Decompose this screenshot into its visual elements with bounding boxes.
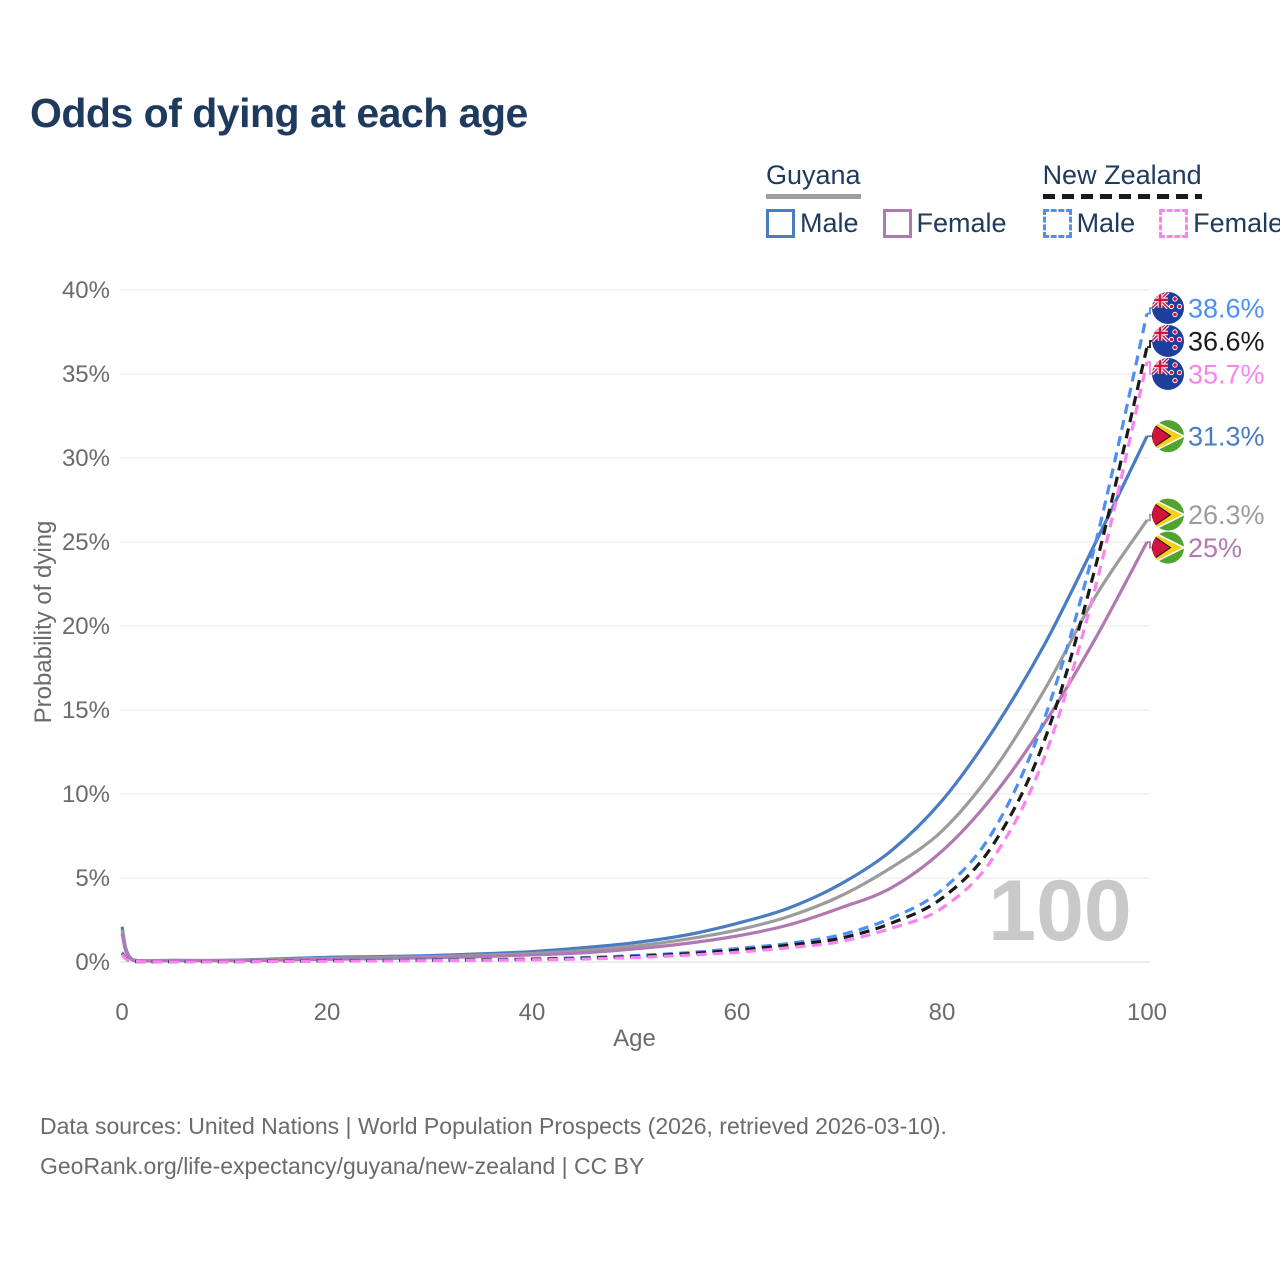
- series-line-new-zealand-male: [120, 313, 1149, 964]
- footer-data-sources: Data sources: United Nations | World Pop…: [40, 1113, 947, 1139]
- end-label-new-zealand-total: 36.6%: [1188, 326, 1265, 356]
- y-axis-tick-label: 10%: [62, 781, 110, 808]
- legend-items-new-zealand: Male Female: [1042, 208, 1280, 239]
- legend-item-new-zealand-male[interactable]: Male: [1042, 208, 1136, 239]
- leader-line-new-zealand-total: [1147, 340, 1152, 348]
- series-line-new-zealand-female: [120, 361, 1149, 964]
- x-axis-tick-label: 40: [519, 999, 546, 1026]
- legend-item-guyana-male[interactable]: Male: [766, 208, 859, 239]
- y-axis-tick-label: 15%: [62, 697, 110, 724]
- leader-line-new-zealand-male: [1147, 307, 1152, 315]
- flag-icon-new-zealand: [1152, 324, 1184, 357]
- series-line-new-zealand-total: [120, 346, 1149, 964]
- y-axis-tick-label: 35%: [62, 361, 110, 388]
- legend-head-new-zealand: New Zealand: [1042, 160, 1202, 199]
- x-axis-title: Age: [613, 1025, 656, 1052]
- flag-icon-guyana: [1152, 498, 1184, 531]
- leader-line-guyana-total: [1147, 513, 1152, 522]
- new-zealand-male-swatch-icon: [1042, 209, 1072, 238]
- y-axis-tick-label: 5%: [75, 865, 110, 892]
- new-zealand-total-line-swatch: [1042, 194, 1202, 199]
- leader-line-new-zealand-female: [1147, 361, 1152, 375]
- footer: Data sources: United Nations | World Pop…: [40, 1106, 947, 1186]
- age-watermark: 100: [988, 863, 1132, 959]
- legend-item-new-zealand-female[interactable]: Female: [1159, 208, 1280, 239]
- x-axis-tick-label: 100: [1127, 999, 1167, 1026]
- page-title: Odds of dying at each age: [30, 90, 528, 136]
- flag-icon-guyana: [1152, 420, 1184, 453]
- guyana-male-swatch-icon: [766, 209, 795, 238]
- flag-icon-new-zealand: [1152, 357, 1184, 390]
- x-axis-tick-label: 0: [115, 999, 128, 1026]
- y-axis-tick-label: 20%: [62, 613, 110, 640]
- end-label-guyana-male: 31.3%: [1188, 422, 1265, 452]
- y-axis-tick-label: 30%: [62, 445, 110, 472]
- legend-country-label-guyana: Guyana: [766, 160, 861, 190]
- legend-country-label-new-zealand: New Zealand: [1042, 160, 1202, 190]
- legend-group-guyana: Guyana Male Female: [766, 160, 1007, 239]
- x-axis-tick-label: 80: [929, 999, 956, 1026]
- end-label-new-zealand-female: 35.7%: [1188, 359, 1265, 389]
- legend-head-guyana: Guyana: [766, 160, 861, 199]
- guyana-total-line-swatch: [766, 194, 861, 199]
- y-axis-tick-label: 25%: [62, 529, 110, 556]
- legend: Guyana Male Female New Zealand: [766, 160, 1280, 239]
- flag-icon-guyana: [1152, 531, 1184, 564]
- y-axis-tick-label: 0%: [75, 949, 110, 976]
- end-label-new-zealand-male: 38.6%: [1188, 293, 1265, 323]
- footer-attribution: GeoRank.org/life-expectancy/guyana/new-z…: [40, 1153, 645, 1179]
- legend-label-guyana-male: Male: [800, 208, 859, 238]
- series-line-guyana-male: [120, 435, 1149, 963]
- series-line-guyana-total: [120, 519, 1149, 963]
- legend-items-guyana: Male Female: [766, 208, 1007, 239]
- y-axis-tick-label: 40%: [62, 277, 110, 304]
- x-axis-tick-label: 20: [314, 999, 341, 1026]
- legend-group-new-zealand: New Zealand Male Female: [1042, 160, 1280, 239]
- new-zealand-female-swatch-icon: [1159, 209, 1189, 238]
- series-line-guyana-female: [120, 541, 1149, 963]
- legend-label-new-zealand-male: Male: [1076, 208, 1136, 238]
- end-label-guyana-female: 25%: [1188, 533, 1242, 563]
- legend-label-guyana-female: Female: [916, 208, 1007, 238]
- leader-line-guyana-female: [1147, 541, 1152, 549]
- flag-icon-new-zealand: [1152, 291, 1184, 324]
- x-axis-tick-label: 60: [724, 999, 751, 1026]
- end-label-guyana-total: 26.3%: [1188, 500, 1265, 530]
- legend-item-guyana-female[interactable]: Female: [882, 208, 1007, 239]
- guyana-female-swatch-icon: [882, 209, 912, 238]
- legend-label-new-zealand-female: Female: [1193, 208, 1280, 238]
